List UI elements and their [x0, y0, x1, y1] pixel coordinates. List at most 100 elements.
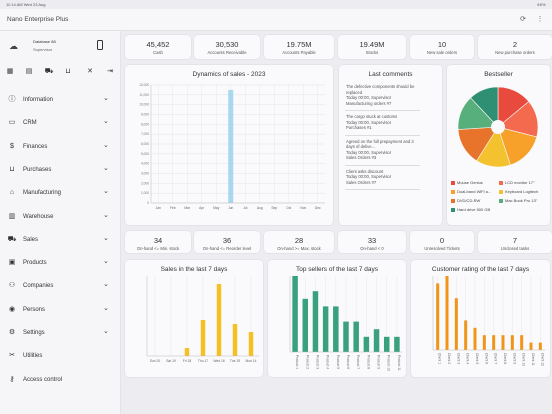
kpi-card[interactable]: 7 Unclosed tasks: [478, 231, 552, 253]
kpi-value: 45,452: [146, 40, 170, 49]
comment-ref: Sales Orders #3: [346, 155, 377, 160]
sidebar-item-manufacturing[interactable]: ⌂ Manufacturing ⌄: [0, 183, 121, 203]
chart-bar[interactable]: [464, 320, 468, 350]
comment-text: Client asks discount: [346, 168, 384, 174]
chart-bar[interactable]: [529, 342, 533, 350]
sidebar-item-persons[interactable]: ◉ Persons ⌄: [0, 300, 121, 320]
battery-status: 98%: [537, 2, 546, 7]
chart-bar[interactable]: [228, 89, 234, 203]
comment-item[interactable]: Agreed on the full prepayment and 3 days…: [346, 139, 418, 161]
sidebar-item-information[interactable]: ⓘ Information ⌄: [0, 90, 121, 110]
chart-bar[interactable]: [482, 335, 486, 350]
y-tick-label: 6,000: [141, 142, 149, 146]
pie-slice[interactable]: [470, 86, 499, 128]
sidebar-item-warehouse[interactable]: ▥ Warehouse ⌄: [0, 207, 121, 227]
kpi-card[interactable]: 19.49M Stocks: [338, 35, 406, 59]
chart-bar[interactable]: [322, 306, 329, 352]
sidebar-item-sales[interactable]: ⛟ Sales ⌄: [0, 230, 121, 250]
tick-label: Client 10: [522, 353, 526, 366]
phone-icon[interactable]: [97, 40, 103, 50]
tick-label: Product 2: [305, 355, 309, 369]
kpi-card[interactable]: 45,452 Cash: [125, 35, 191, 59]
sidebar-item-companies[interactable]: ⚇ Companies ⌄: [0, 276, 121, 296]
kpi-card[interactable]: 36 On-hand <= Reorder level: [194, 231, 260, 253]
chart-bar[interactable]: [184, 348, 190, 356]
chart-bar[interactable]: [473, 327, 477, 350]
chart-bar[interactable]: [383, 336, 390, 352]
chart-bar[interactable]: [454, 298, 458, 350]
profile-panel[interactable]: ☁ Database 88 Supervisor: [0, 31, 121, 63]
chart-bar[interactable]: [248, 332, 254, 356]
chart-bar[interactable]: [302, 298, 309, 352]
sidebar-item-label: Access control: [23, 376, 63, 383]
chart-bar[interactable]: [501, 335, 505, 350]
more-icon[interactable]: ⋮: [536, 16, 544, 23]
chart-bar[interactable]: [445, 276, 449, 350]
chart-bar[interactable]: [510, 335, 514, 350]
chart-bar[interactable]: [333, 306, 339, 352]
kpi-label: On-hand <= Min. stock: [136, 246, 180, 251]
basket-icon[interactable]: ⊔: [65, 68, 71, 75]
kpi-value: 7: [512, 236, 518, 245]
kpi-card[interactable]: 2 New purchase orders: [478, 35, 552, 59]
sidebar-item-crm[interactable]: ▭ CRM ⌄: [0, 113, 121, 133]
tools-icon: ✂: [9, 352, 15, 360]
calculator-icon[interactable]: ▦: [6, 68, 14, 75]
comment-item[interactable]: Client asks discount Today 00:00, Supervi…: [346, 169, 418, 186]
comment-meta: Today 00:00, Supervisor: [346, 149, 392, 155]
bar-chart: Jan Feb Mar Apr May Jun Jul Aug Sep Oct Nov Dec 12,0…: [139, 83, 325, 210]
refresh-icon[interactable]: ⟳: [520, 16, 526, 23]
logout-icon[interactable]: ⇥: [107, 68, 113, 75]
tick-label: Feb: [170, 206, 176, 210]
chart-bar[interactable]: [373, 329, 380, 352]
chart-bar[interactable]: [520, 335, 524, 350]
comment-item[interactable]: The cargo stuck at customs Today 00:00, S…: [346, 114, 418, 131]
bar-chart: Client 1 Client 2 Client 3 Client 4 Client 5…: [432, 276, 545, 366]
chart-bar[interactable]: [363, 336, 370, 352]
chart-bar[interactable]: [343, 321, 349, 352]
tick-label: Tue 15: [230, 359, 240, 363]
kpi-card[interactable]: 0 Unresolved Tickets: [410, 231, 474, 253]
sidebar-item-finances[interactable]: $ Finances ⌄: [0, 137, 121, 157]
tick-label: Client 4: [466, 353, 470, 364]
truck-quick-icon[interactable]: ⛟: [44, 68, 54, 75]
sidebar-item-utilities[interactable]: ✂ Utilities: [0, 346, 121, 366]
chart-bar[interactable]: [353, 321, 359, 352]
kpi-card[interactable]: 33 On-hand < 0: [338, 231, 406, 253]
companies-icon: ⚇: [8, 282, 16, 290]
sidebar-item-settings[interactable]: ⚙ Settings ⌄: [0, 323, 121, 343]
sales-7days-card: Sales in the last 7 days Sun 20 Sat 19 Fri …: [125, 260, 263, 377]
tick-label: Product 5: [336, 355, 340, 369]
chart-bar[interactable]: [394, 336, 400, 352]
kpi-card[interactable]: 28 On-hand >= Max. stock: [264, 231, 334, 253]
comment-ref: Sales Orders #7: [346, 179, 377, 185]
cart-quick-icon[interactable]: ▤: [25, 68, 33, 75]
remove-cart-icon[interactable]: ✕: [87, 68, 93, 75]
chart-bar[interactable]: [216, 284, 222, 356]
cart-icon: ⊔: [9, 165, 15, 173]
legend-item: Mouse Genius: [451, 180, 483, 185]
kpi-label: On-hand <= Reorder level: [202, 246, 252, 251]
legend-swatch: [499, 180, 503, 185]
comment-item[interactable]: The defective components should be repla…: [346, 84, 418, 106]
tick-label: Sun 20: [150, 359, 161, 363]
kpi-card[interactable]: 30,530 Accounts Receivable: [194, 35, 260, 59]
chevron-down-icon: ⌄: [103, 211, 109, 219]
kpi-card[interactable]: 19.75M Accounts Payable: [264, 35, 334, 59]
chart-bar[interactable]: [436, 283, 440, 350]
sidebar: ☁ Database 88 Supervisor ▦ ▤ ⛟ ⊔ ✕ ⇥ ⓘ In…: [0, 31, 121, 414]
sidebar-item-products[interactable]: ▣ Products ⌄: [0, 253, 121, 273]
chart-bar[interactable]: [232, 324, 238, 356]
sidebar-item-purchases[interactable]: ⊔ Purchases ⌄: [0, 160, 121, 180]
kpi-card[interactable]: 10 New sale orders: [410, 35, 474, 59]
chart-bar[interactable]: [200, 320, 206, 356]
chevron-down-icon: ⌄: [103, 141, 109, 149]
chevron-down-icon: ⌄: [103, 234, 109, 242]
chart-bar[interactable]: [538, 342, 542, 350]
sidebar-item-access-control[interactable]: ⚷ Access control: [0, 370, 121, 390]
chart-bar[interactable]: [492, 335, 496, 350]
kpi-card[interactable]: 34 On-hand <= Min. stock: [125, 231, 191, 253]
chart-bar[interactable]: [312, 291, 319, 352]
box-icon: ▣: [8, 259, 16, 267]
chart-bar[interactable]: [292, 276, 298, 352]
